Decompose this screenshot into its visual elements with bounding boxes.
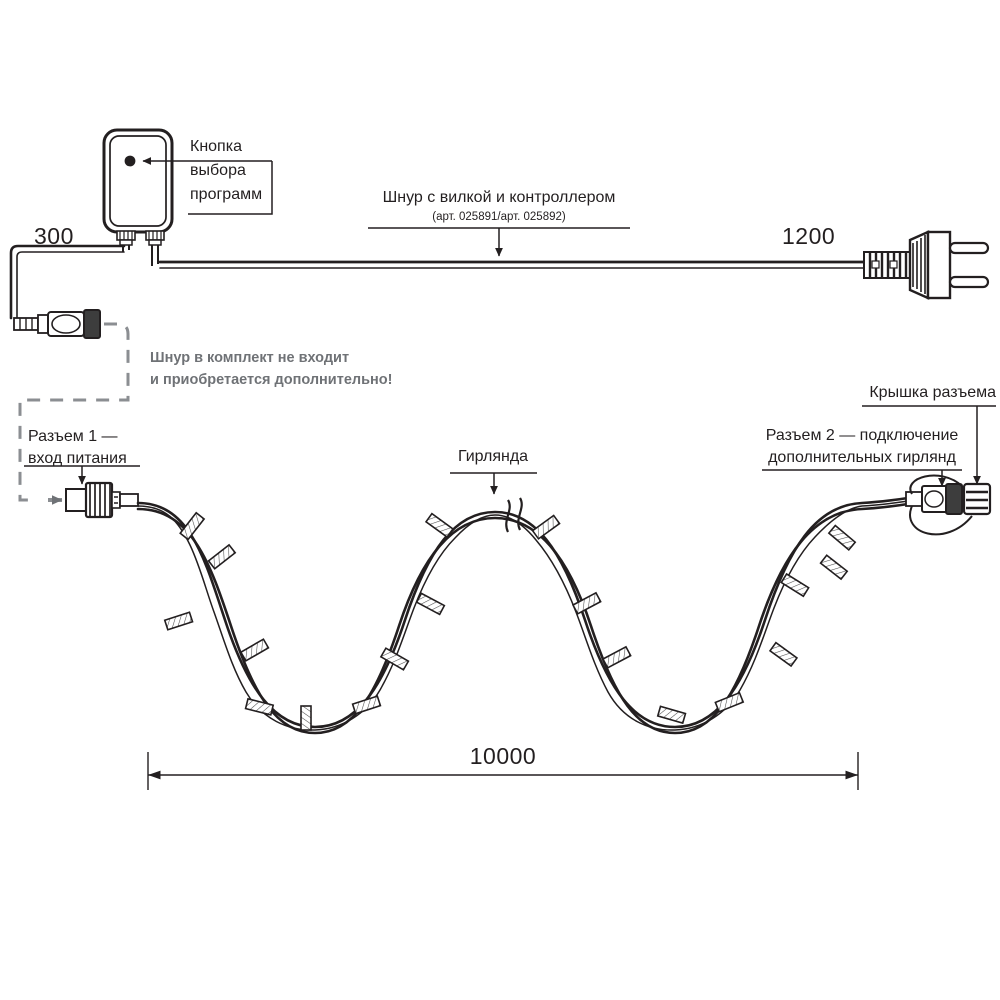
cable-gland-right-icon — [145, 230, 165, 246]
garland-strand-b — [136, 502, 910, 735]
connector1-label-line1: Разъем 1 — — [28, 428, 118, 445]
dimension-1200-label: 1200 — [782, 223, 836, 249]
connector1-callout-leader — [24, 465, 140, 485]
cord-label-title: Шнур с вилкой и контроллером — [382, 189, 616, 206]
power-input-connector-icon — [65, 481, 139, 519]
garland-dimension-line — [147, 752, 859, 790]
connector-cap-icon — [909, 474, 992, 536]
button-label-line1: Кнопка — [190, 138, 242, 155]
button-label-line2: выбора — [190, 162, 246, 179]
cord-callout-leader — [368, 227, 630, 257]
dashed-route-path — [18, 322, 130, 505]
controller-box-icon — [102, 128, 174, 266]
connector2-label-line2: дополнительных гирлянд — [768, 449, 956, 466]
program-button-dot-icon[interactable] — [124, 155, 136, 167]
garland-strand-twist — [137, 500, 909, 731]
cord-label-article: (арт. 025891/арт. 025892) — [432, 211, 566, 223]
garland-bulbs — [163, 511, 857, 731]
male-connector-icon — [13, 309, 101, 339]
left-cord-path — [9, 244, 126, 320]
garland-callout-leader — [450, 472, 537, 495]
cap-label: Крышка разъема — [869, 384, 996, 401]
button-callout-leader — [142, 157, 273, 215]
power-cord-group — [9, 244, 866, 320]
garland-label: Гирлянда — [457, 448, 529, 465]
led-garland-icon — [136, 496, 910, 735]
note-label-line1: Шнур в комплект не входит — [150, 350, 350, 366]
break-symbol-icon — [505, 497, 523, 533]
dimension-10000-label: 10000 — [469, 743, 537, 769]
connector2-callout-leader — [762, 469, 962, 487]
euro-plug-icon — [863, 230, 990, 300]
output-connector-icon — [905, 483, 963, 515]
left-cord-path-inner — [16, 251, 125, 319]
connector2-label-line1: Разъем 2 — подключение — [765, 427, 959, 444]
note-label-line2: и приобретается дополнительно! — [150, 372, 393, 388]
connector1-label-line2: вход питания — [28, 450, 127, 467]
cap-callout-leader — [862, 405, 996, 485]
garland-strand-a — [136, 496, 910, 729]
dimension-300-label: 300 — [34, 223, 74, 249]
button-label-line3: программ — [190, 186, 263, 203]
cable-gland-left-icon — [116, 230, 136, 246]
